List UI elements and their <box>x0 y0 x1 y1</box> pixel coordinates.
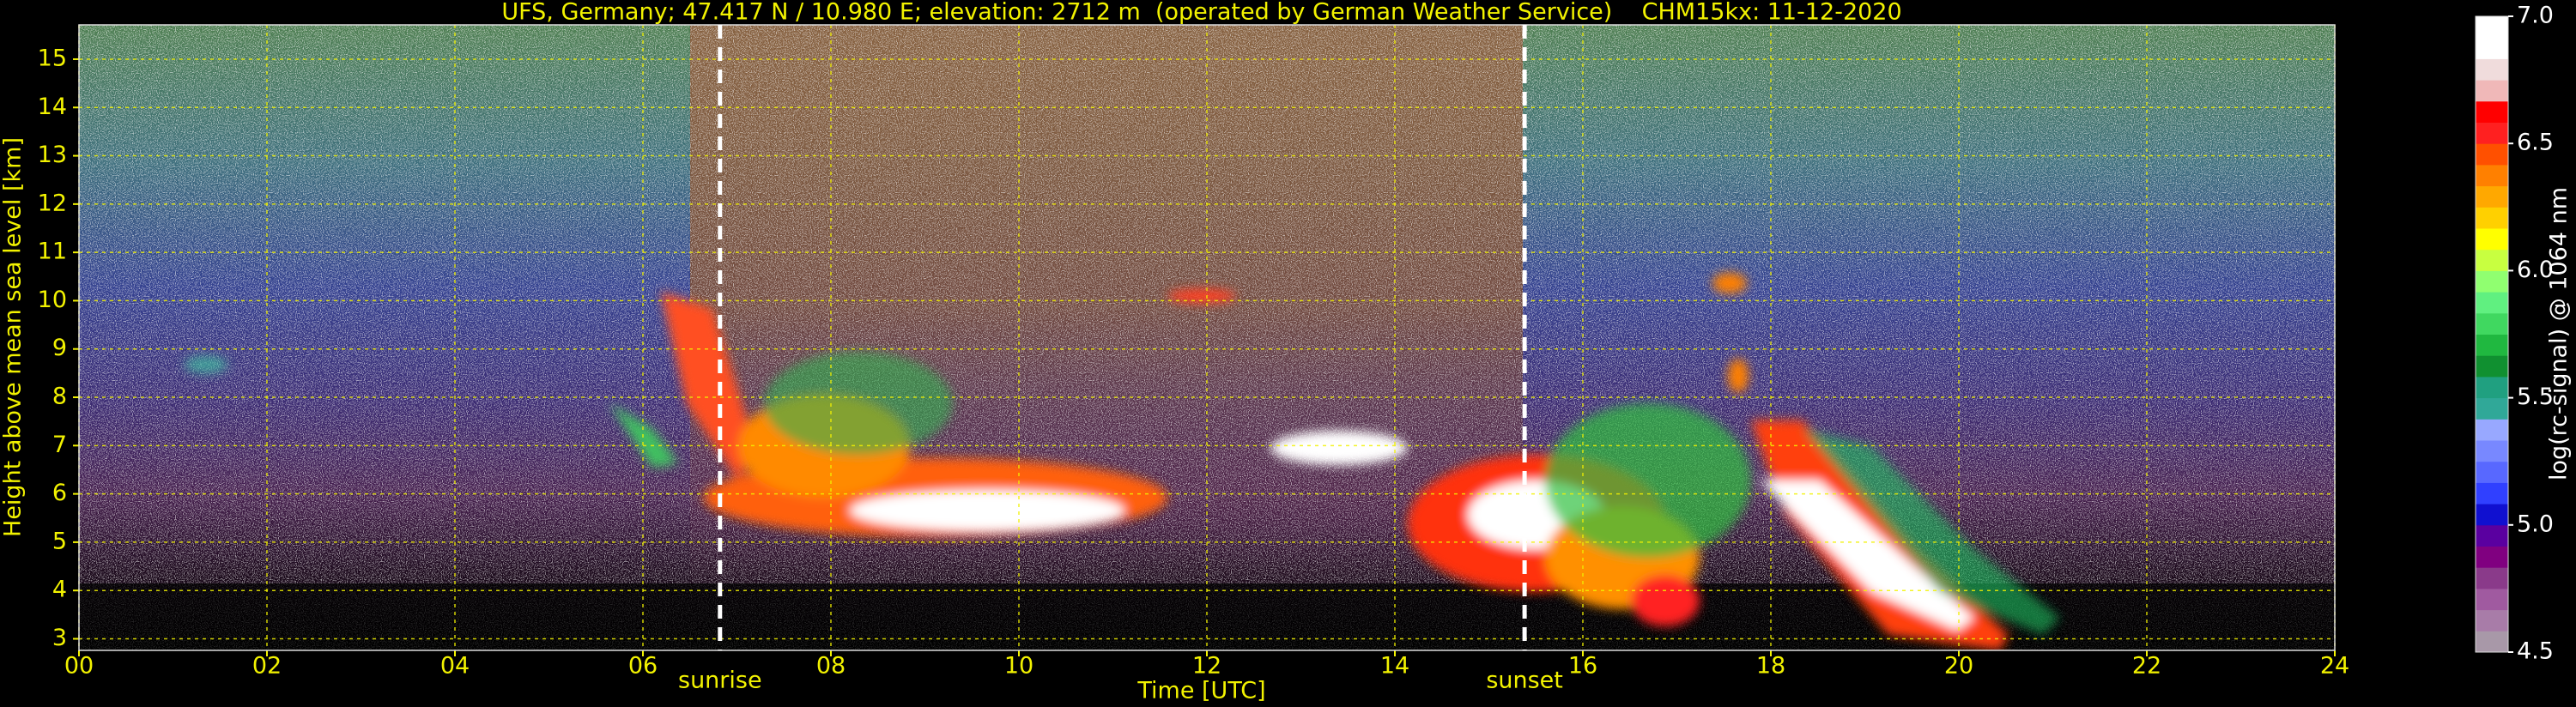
colorbar-swatch <box>2476 143 2508 166</box>
x-tick-label: 12 <box>1192 653 1221 680</box>
colorbar-swatch <box>2476 397 2508 420</box>
colorbar-swatch <box>2476 567 2508 589</box>
colorbar-swatch <box>2476 461 2508 483</box>
colorbar-swatch <box>2476 185 2508 208</box>
colorbar-swatch <box>2476 80 2508 102</box>
y-tick-label: 6 <box>52 480 67 506</box>
colorbar-swatch <box>2476 292 2508 314</box>
colorbar-tick-label: 5.5 <box>2517 384 2554 410</box>
colorbar-swatch <box>2476 270 2508 293</box>
x-axis-label: Time [UTC] <box>1136 678 1265 704</box>
plot-frame <box>78 24 2336 651</box>
x-tick-label: 06 <box>628 653 658 680</box>
y-tick-label: 14 <box>38 94 67 120</box>
y-tick-label: 13 <box>38 142 67 168</box>
colorbar-swatch <box>2476 100 2508 123</box>
colorbar-swatch <box>2476 524 2508 547</box>
colorbar-swatch <box>2476 207 2508 229</box>
y-tick-label: 7 <box>52 432 67 458</box>
colorbar-tick-label: 6.5 <box>2517 130 2554 156</box>
colorbar-tick-label: 6.0 <box>2517 257 2554 283</box>
y-axis-label: Height above mean sea level [km] <box>0 137 27 537</box>
colorbar-swatch <box>2476 122 2508 144</box>
colorbar-tick-label: 5.0 <box>2517 511 2554 537</box>
colorbar-swatch <box>2476 164 2508 187</box>
x-tick-label: 24 <box>2320 653 2349 680</box>
y-tick-label: 10 <box>38 287 67 313</box>
backscatter-field <box>79 25 2335 650</box>
x-tick-label: 10 <box>1004 653 1033 680</box>
x-tick-label: 04 <box>440 653 470 680</box>
colorbar-swatch <box>2476 419 2508 441</box>
colorbar-swatch <box>2476 58 2508 81</box>
colorbar-swatch <box>2476 37 2508 59</box>
x-tick-label: 00 <box>64 653 94 680</box>
colorbar-tick-label: 4.5 <box>2517 638 2554 665</box>
colorbar-swatch <box>2476 588 2508 611</box>
colorbar-tick-label: 7.0 <box>2517 3 2554 29</box>
colorbar-swatch <box>2476 376 2508 399</box>
y-tick-label: 8 <box>52 384 67 410</box>
annotation-label: sunrise <box>678 668 762 694</box>
x-tick-label: 02 <box>252 653 282 680</box>
colorbar-label: log(rc-signal) @ 1064 nm <box>2546 187 2573 480</box>
x-tick-label: 22 <box>2132 653 2161 680</box>
colorbar-swatch <box>2476 546 2508 568</box>
y-tick-label: 12 <box>38 190 67 216</box>
x-tick-label: 16 <box>1568 653 1597 680</box>
y-tick-label: 11 <box>38 239 67 265</box>
x-tick-label: 14 <box>1380 653 1409 680</box>
x-tick-label: 18 <box>1756 653 1785 680</box>
colorbar-swatch <box>2476 355 2508 378</box>
colorbar-swatch <box>2476 440 2508 462</box>
y-tick-label: 3 <box>52 625 67 651</box>
colorbar-swatch <box>2476 482 2508 505</box>
colorbar-swatch <box>2476 504 2508 526</box>
colorbar-swatch <box>2476 312 2508 335</box>
colorbar-swatch <box>2476 228 2508 251</box>
annotation-label: sunset <box>1486 668 1563 694</box>
y-tick-label: 5 <box>52 528 67 554</box>
colorbar-swatch <box>2476 631 2508 653</box>
colorbar-swatch <box>2476 249 2508 271</box>
colorbar-swatch <box>2476 609 2508 631</box>
colorbar-swatch <box>2476 16 2508 39</box>
x-tick-label: 20 <box>1944 653 1973 680</box>
y-tick-label: 4 <box>52 577 67 603</box>
y-tick-label: 9 <box>52 335 67 361</box>
x-tick-label: 08 <box>816 653 846 680</box>
colorbar-swatch <box>2476 334 2508 356</box>
colorbar-frame <box>2475 15 2509 653</box>
y-tick-label: 15 <box>38 45 67 71</box>
chart-title: UFS, Germany; 47.417 N / 10.980 E; eleva… <box>501 0 1901 26</box>
